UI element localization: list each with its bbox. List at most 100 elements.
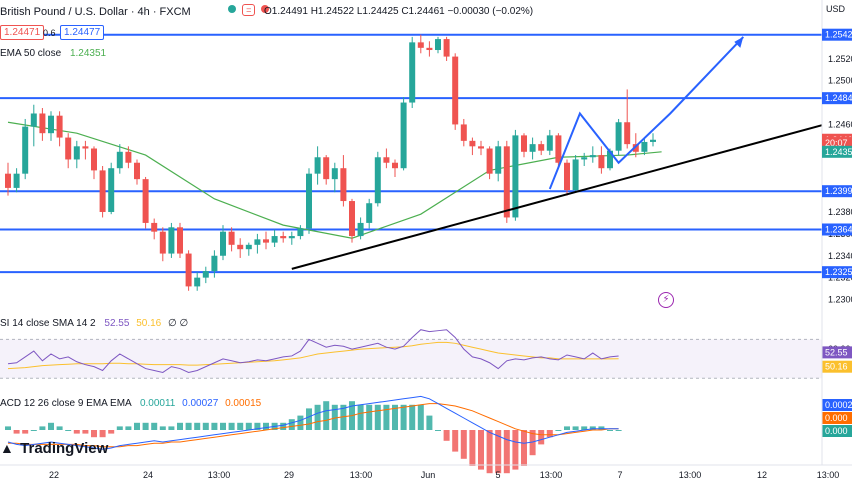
- macd-hist-7: [65, 430, 72, 431]
- candle-body-59: [512, 135, 519, 218]
- sell-button[interactable]: 1.24471: [0, 25, 45, 40]
- macd-hist-14: [125, 426, 132, 430]
- symbol-title[interactable]: British Pound / U.S. Dollar · 4h · FXCM: [0, 6, 191, 18]
- candle-body-64: [555, 135, 562, 163]
- price-tag-bg-0: [822, 28, 852, 41]
- macd-hist-0: [5, 426, 11, 430]
- price-tag-5: 1.2399: [825, 186, 852, 196]
- macd-hist-13: [116, 426, 123, 430]
- macd-line-value: 0.00027: [182, 398, 219, 409]
- time-tick-5: Jun: [421, 470, 436, 480]
- time-tick-10: 12: [757, 470, 767, 480]
- price-tag-bg-6: [822, 223, 852, 236]
- macd-hist-62: [538, 430, 545, 445]
- macd-hist-28: [245, 422, 252, 430]
- candle-body-49: [426, 47, 433, 51]
- macd-hist-36: [314, 404, 321, 430]
- macd-hist-70: [607, 430, 613, 431]
- macd-hist-4: [39, 426, 46, 430]
- macd-line: [7, 395, 619, 450]
- macd-hist-68: [589, 426, 596, 430]
- lightning-icon[interactable]: ⚡: [658, 292, 674, 308]
- rsi-tag-1: 50.16: [825, 362, 848, 372]
- macd-hist-67: [581, 426, 588, 430]
- macd-tag-1: 0.000: [825, 413, 848, 423]
- rsi-legend[interactable]: SI 14 close SMA 14 2 52.55 50.16 ∅ ∅: [0, 318, 188, 329]
- macd-tag-bg-0: [822, 399, 852, 411]
- candle-body-18: [159, 231, 166, 254]
- ema-legend[interactable]: EMA 50 close 1.24351: [0, 48, 106, 59]
- rsi-band: [0, 339, 822, 379]
- projection-arrowhead: [734, 36, 744, 48]
- macd-hist-66: [572, 426, 579, 430]
- projection-path: [548, 36, 745, 190]
- buy-button[interactable]: 1.24477: [60, 25, 105, 40]
- ema-value: 1.24351: [69, 48, 107, 59]
- rsi-tag-0: 52.55: [825, 347, 848, 357]
- price-tick-2: 1.2460: [828, 119, 852, 129]
- candle-body-73: [632, 144, 639, 152]
- candle-body-66: [572, 159, 579, 191]
- candle-body-69: [598, 155, 605, 169]
- candle-body-42: [366, 203, 373, 223]
- candle-body-20: [177, 227, 183, 254]
- macd-hist-20: [177, 422, 183, 430]
- candle-body-16: [142, 179, 149, 223]
- macd-hist-55: [478, 430, 484, 470]
- macd-legend[interactable]: ACD 12 26 close 9 EMA EMA 0.00011 0.0002…: [0, 398, 261, 409]
- macd-hist-58: [503, 430, 510, 474]
- rsi-label: SI 14 close SMA 14 2: [0, 318, 96, 329]
- price-tag-4: 1.2435: [825, 147, 852, 157]
- macd-hist-54: [469, 430, 476, 466]
- candle-body-50: [435, 39, 441, 51]
- candle-body-0: [5, 173, 11, 188]
- candle-body-52: [452, 56, 459, 125]
- price-tag-0: 1.2542: [825, 30, 852, 40]
- price-tick-7: 1.2300: [828, 295, 852, 305]
- macd-hist-value: 0.00011: [139, 398, 176, 409]
- candle-body-21: [185, 253, 192, 287]
- macd-hist-44: [383, 404, 390, 430]
- tradingview-logo[interactable]: ▲ TradingView: [0, 440, 108, 457]
- macd-hist-49: [426, 415, 433, 430]
- currency-text: USD: [826, 4, 846, 14]
- macd-hist-65: [564, 426, 570, 430]
- candle-body-58: [503, 146, 510, 218]
- header-indicators[interactable]: =: [228, 4, 270, 16]
- macd-hist-48: [417, 404, 424, 430]
- macd-hist-57: [495, 430, 502, 474]
- candle-body-75: [650, 139, 656, 142]
- macd-hist-45: [392, 404, 398, 430]
- rsi-tag-bg-0: [822, 346, 852, 359]
- candle-body-5: [48, 115, 54, 134]
- equal-icon[interactable]: =: [242, 4, 256, 16]
- candle-body-43: [374, 157, 381, 204]
- ohlc-readout: O1.24491 H1.24522 L1.24425 C1.24461 −0.0…: [264, 6, 533, 17]
- spread-value: 0.6: [43, 28, 56, 38]
- macd-hist-30: [263, 422, 269, 430]
- candle-body-71: [615, 122, 622, 151]
- time-tick-9: 13:00: [679, 470, 702, 480]
- tradingview-brand-text: TradingView: [20, 440, 109, 457]
- macd-tag-bg-2: [822, 425, 852, 437]
- candle-body-36: [314, 157, 321, 174]
- candle-body-12: [108, 168, 115, 212]
- macd-hist-26: [228, 422, 235, 430]
- candle-body-10: [91, 148, 97, 171]
- macd-hist-35: [306, 408, 312, 430]
- currency-label[interactable]: USD: [826, 4, 845, 14]
- candle-body-27: [237, 244, 244, 250]
- ohlc-text: O1.24491 H1.24522 L1.24425 C1.24461 −0.0…: [264, 6, 534, 17]
- macd-hist-59: [512, 430, 519, 470]
- macd-hist-22: [194, 422, 201, 430]
- macd-tag-2: 0.000: [825, 426, 848, 436]
- candle-body-11: [99, 170, 106, 212]
- time-tick-3: 29: [284, 470, 294, 480]
- candle-body-1: [13, 173, 20, 188]
- candle-body-45: [392, 162, 398, 169]
- time-tick-1: 24: [143, 470, 153, 480]
- candle-body-8: [73, 146, 80, 160]
- trendline: [291, 124, 823, 270]
- time-tick-4: 13:00: [350, 470, 373, 480]
